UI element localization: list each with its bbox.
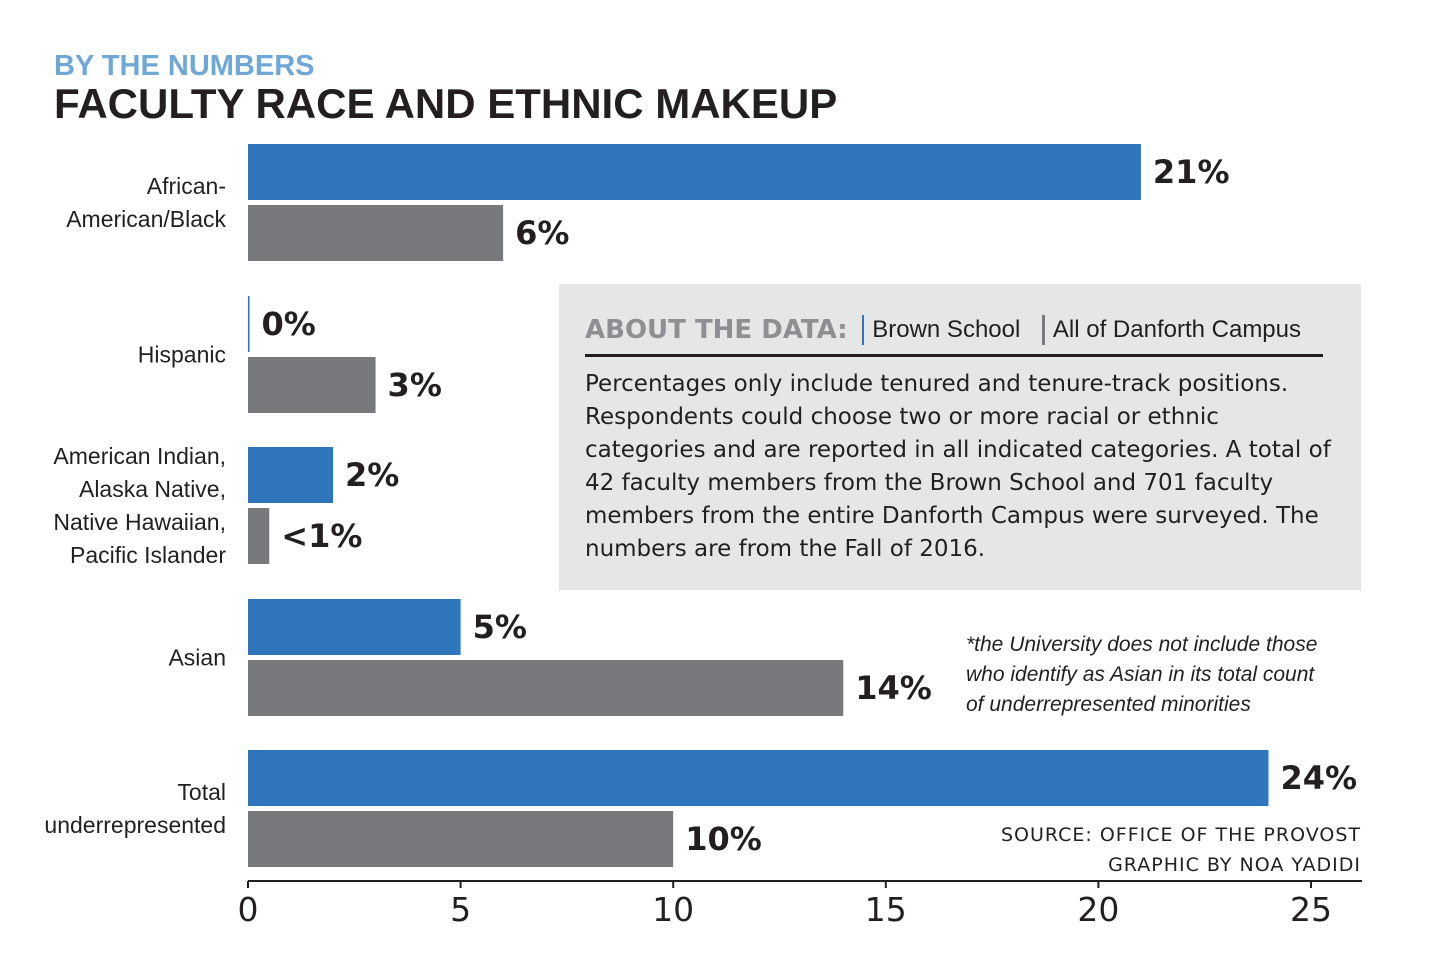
category-label-0: African-American/Black	[66, 173, 226, 232]
value-label-brown-school-3: 5%	[473, 608, 527, 646]
about-divider	[585, 354, 1323, 357]
legend-label-danforth: All of Danforth Campus	[1052, 316, 1301, 343]
value-label-danforth-1: 3%	[388, 366, 442, 404]
value-label-brown-school-1: 0%	[262, 305, 316, 343]
x-axis: 0 5 10 15 20 25	[238, 880, 1362, 929]
category-labels: African-American/Black Hispanic American I…	[44, 173, 226, 838]
x-tick-label-1: 5	[450, 890, 471, 929]
footnote: *the University does not include those w…	[966, 633, 1318, 716]
bar-brown-school-4	[248, 750, 1269, 806]
x-tick-label-5: 25	[1290, 890, 1332, 929]
bar-brown-school-0	[248, 144, 1141, 200]
bar-danforth-2	[248, 508, 270, 564]
value-label-danforth-2: <1%	[281, 517, 362, 555]
about-body: Percentages only include tenured and ten…	[585, 371, 1331, 562]
value-label-brown-school-4: 24%	[1280, 759, 1357, 797]
x-tick-label-2: 10	[652, 890, 694, 929]
value-label-danforth-4: 10%	[685, 820, 762, 858]
graphic-credit: GRAPHIC BY NOA YADIDI	[1108, 854, 1361, 876]
chart-title: FACULTY RACE AND ETHNIC MAKEUP	[54, 80, 838, 127]
bars-group	[248, 144, 1269, 867]
about-heading: ABOUT THE DATA:	[585, 315, 848, 345]
value-label-danforth-3: 14%	[855, 669, 932, 707]
source-credit: SOURCE: OFFICE OF THE PROVOST	[1000, 824, 1361, 846]
x-tick-label-4: 20	[1077, 890, 1119, 929]
kicker: BY THE NUMBERS	[54, 50, 315, 82]
value-label-brown-school-2: 2%	[345, 456, 399, 494]
category-label-1: Hispanic	[138, 342, 226, 368]
x-tick-label-0: 0	[238, 890, 259, 929]
category-label-3: Asian	[168, 645, 226, 671]
category-label-2: American Indian, Alaska Native, Native Haw…	[53, 443, 226, 568]
bar-danforth-1	[248, 357, 376, 413]
value-label-brown-school-0: 21%	[1153, 153, 1230, 191]
bar-danforth-0	[248, 205, 504, 261]
about-panel: ABOUT THE DATA: Brown School All of Danf…	[559, 284, 1361, 590]
value-labels: 21% 6% 0% 3% 2% <1% 5% 14% 24% 10%	[262, 153, 1358, 858]
x-tick-label-3: 15	[865, 890, 907, 929]
legend-swatch-danforth	[1042, 315, 1045, 345]
bar-brown-school-2	[248, 447, 334, 503]
bar-danforth-4	[248, 811, 674, 867]
category-label-4: Total underrepresented	[44, 779, 226, 838]
value-label-danforth-0: 6%	[515, 214, 569, 252]
about-header: ABOUT THE DATA: Brown School All of Danf…	[585, 310, 1323, 350]
bar-brown-school-3	[248, 599, 461, 655]
credits: SOURCE: OFFICE OF THE PROVOST GRAPHIC BY…	[1001, 820, 1361, 880]
legend-label-brown-school: Brown School	[872, 316, 1021, 343]
bar-brown-school-1	[248, 296, 250, 352]
bar-danforth-3	[248, 660, 844, 716]
legend-swatch-brown-school	[861, 315, 865, 345]
